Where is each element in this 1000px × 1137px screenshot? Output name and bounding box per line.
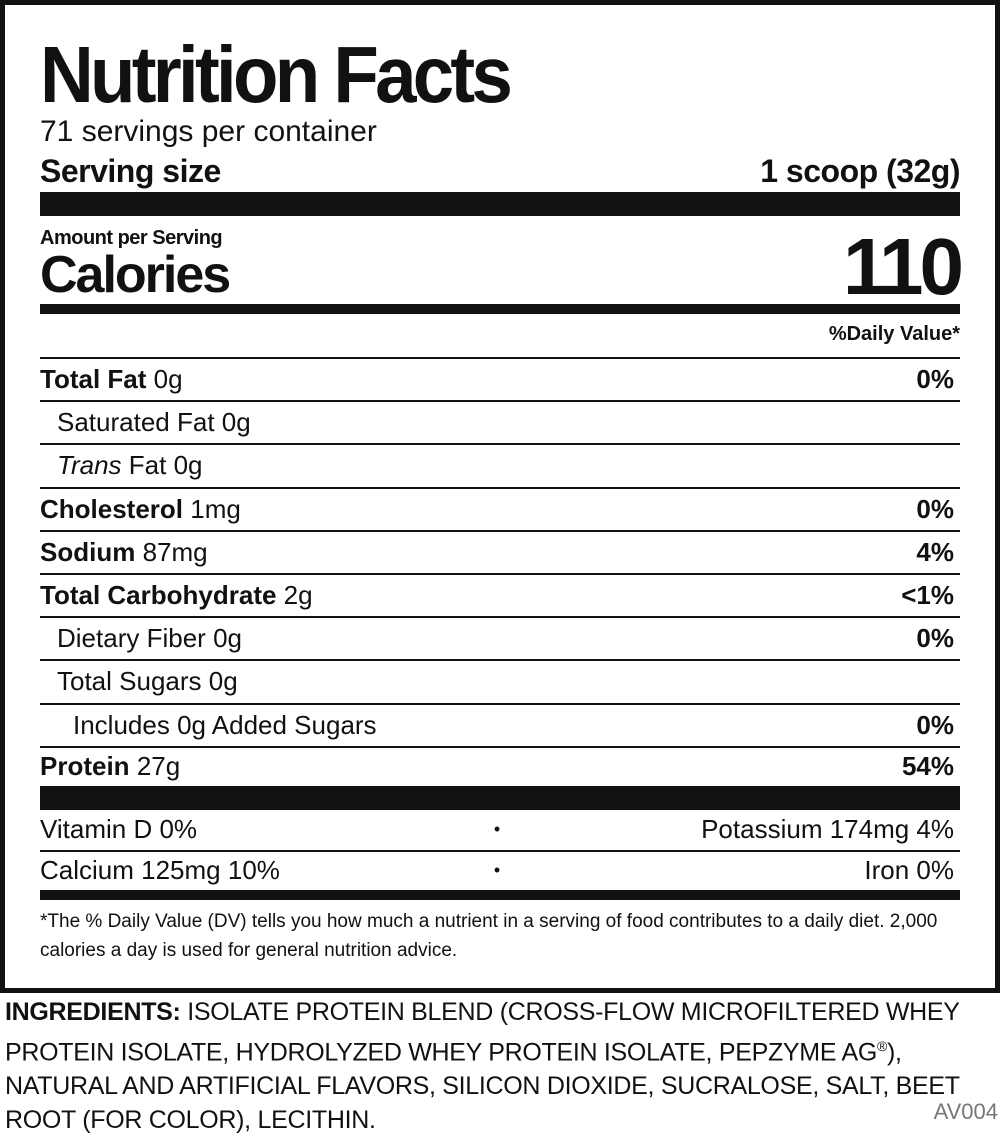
ingredients-label: INGREDIENTS: [5, 998, 181, 1026]
ingredients-text-rest: ), NATURAL AND ARTIFICIAL FLAVORS, SILIC… [5, 1038, 960, 1135]
serving-size-value: 1 scoop (32g) [760, 153, 960, 189]
nutrient-dv: 0% [916, 623, 954, 654]
servings-per-container: 71 servings per container [40, 115, 377, 148]
nutrient-row: Total Fat 0g 0% [40, 357, 960, 400]
nutrient-amount: 0g [221, 407, 251, 438]
vitamin-right: Potassium 174mg 4% [701, 814, 954, 845]
nutrient-amount: 0g [173, 450, 203, 481]
nutrient-dv: 4% [916, 536, 954, 567]
ingredients: INGREDIENTS: ISOLATE PROTEIN BLEND (CROS… [5, 995, 995, 1137]
serving-size: Serving size 1 scoop (32g) [40, 153, 960, 190]
nutrient-name: Includes 0g Added Sugars [73, 709, 377, 740]
bullet-separator: • [493, 819, 501, 840]
nutrient-row: Includes 0g Added Sugars 0% [40, 702, 960, 746]
bullet-separator: • [493, 860, 501, 881]
nutrient-dv: 0% [916, 493, 954, 524]
nutrient-name: Protein [40, 751, 130, 782]
nutrient-name: Fat [128, 450, 167, 481]
serving-size-label: Serving size [40, 153, 221, 189]
nutrient-row: Protein 27g 54% [40, 745, 960, 786]
nutrient-row: Total Carbohydrate 2g <1% [40, 572, 960, 616]
thick-divider [40, 192, 960, 216]
nutrient-amount: 0g [208, 666, 238, 697]
nutrient-name: Total Sugars [57, 666, 202, 697]
nutrient-row: Total Sugars 0g [40, 659, 960, 702]
vitamin-left: Vitamin D 0% [40, 814, 198, 845]
nutrient-name: Saturated Fat [57, 407, 215, 438]
vitamin-row: Calcium 125mg 10% • Iron 0% [40, 849, 960, 890]
nutrient-amount: 0g [153, 364, 183, 395]
nutrient-row: Trans Fat 0g [40, 443, 960, 486]
nutrient-amount: 1mg [190, 493, 241, 524]
panel-title: Nutrition Facts [40, 30, 513, 119]
daily-value-footnote: *The % Daily Value (DV) tells you how mu… [40, 911, 938, 961]
nutrient-dv: 54% [901, 751, 954, 782]
medium-divider [40, 304, 960, 314]
nutrition-facts-panel: Nutrition Facts 71 servings per containe… [0, 0, 1000, 993]
nutrient-name-italic: Trans [57, 450, 122, 481]
vitamin-right: Iron 0% [864, 855, 954, 886]
daily-value-header: %Daily Value* [828, 323, 960, 345]
product-code: AV004 [933, 1099, 998, 1124]
nutrient-name: Cholesterol [40, 493, 184, 524]
nutrient-amount: 2g [283, 580, 313, 611]
nutrient-name: Total Carbohydrate [40, 580, 277, 611]
nutrient-amount: 0g [213, 623, 242, 654]
nutrient-dv: 0% [916, 709, 954, 740]
nutrient-name: Total Fat [40, 364, 147, 395]
registered-mark: ® [877, 1038, 888, 1054]
ingredients-text: ISOLATE PROTEIN BLEND (CROSS-FLOW MICROF… [5, 998, 960, 1067]
thick-divider [40, 785, 960, 810]
calories-label: Calories [40, 246, 231, 304]
nutrient-amount: 27g [136, 751, 181, 782]
medium-divider [40, 889, 960, 900]
nutrient-row: Dietary Fiber 0g 0% [40, 616, 960, 659]
nutrient-dv: 0% [916, 364, 954, 395]
nutrient-row: Saturated Fat 0g [40, 400, 960, 443]
nutrient-name: Dietary Fiber [57, 623, 206, 654]
calories-value: 110 [842, 222, 964, 311]
vitamin-left: Calcium 125mg 10% [40, 855, 280, 886]
nutrient-row: Sodium 87mg 4% [40, 529, 960, 573]
nutrient-name: Sodium [40, 536, 136, 567]
nutrient-row: Cholesterol 1mg 0% [40, 486, 960, 530]
nutrient-dv: <1% [901, 580, 954, 611]
nutrient-rows: Total Fat 0g 0% Saturated Fat 0g Trans Fa… [40, 357, 960, 900]
amount-per-serving: Amount per Serving [40, 227, 223, 249]
nutrient-amount: 87mg [142, 536, 208, 567]
vitamin-row: Vitamin D 0% • Potassium 174mg 4% [40, 810, 960, 850]
